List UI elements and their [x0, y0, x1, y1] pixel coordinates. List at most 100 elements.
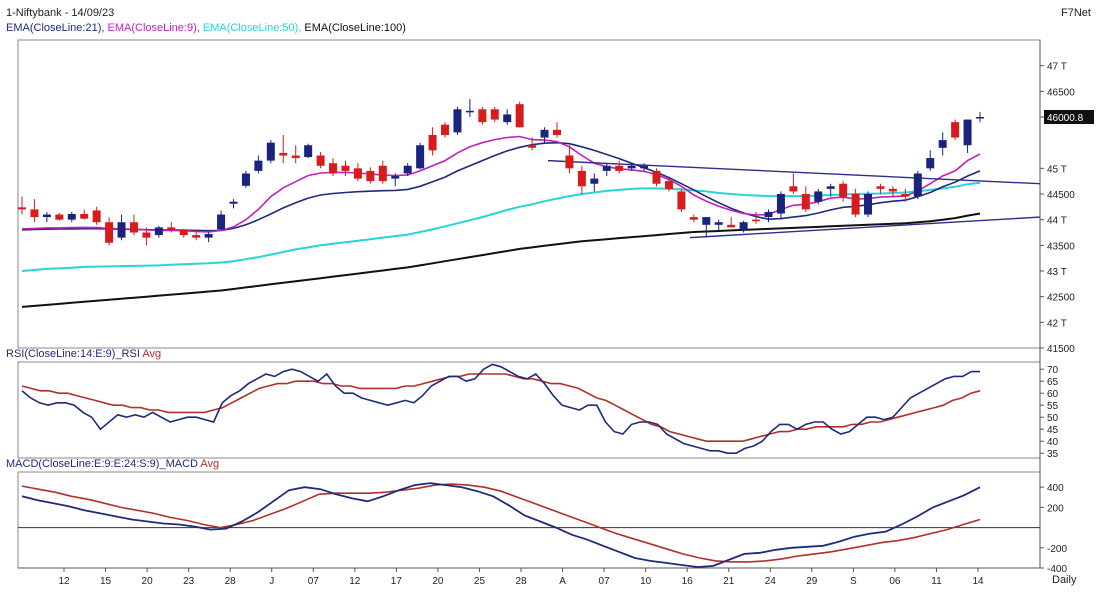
- candle-body: [80, 214, 89, 219]
- candle-body: [652, 170, 661, 184]
- legend-ema100: EMA(CloseLine:100): [304, 22, 406, 34]
- candle-body: [677, 191, 686, 210]
- candle-body: [304, 145, 313, 158]
- x-tick-label: 10: [640, 576, 652, 587]
- candle-body: [913, 173, 922, 197]
- candle-body: [888, 188, 897, 192]
- macd-avg-line: [21, 483, 981, 563]
- candle-body: [552, 129, 561, 135]
- candle-body: [67, 214, 76, 220]
- candle-body: [876, 186, 885, 189]
- candle-body: [92, 210, 101, 223]
- instrument-title: 1-Niftybank - 14/09/23: [6, 7, 115, 19]
- candle-body: [503, 114, 512, 123]
- candle-body: [154, 227, 163, 236]
- x-tick-label: 20: [432, 576, 444, 587]
- candle-body: [976, 117, 984, 119]
- candle-body: [353, 168, 362, 179]
- ema-legend: EMA(CloseLine:21), EMA(CloseLine:9), EMA…: [6, 22, 406, 34]
- candle-body: [18, 207, 26, 210]
- rsi-tick-label: 40: [1047, 437, 1059, 448]
- x-tick-label: 23: [183, 576, 195, 587]
- candle-body: [864, 194, 873, 215]
- ema9-line: [21, 135, 981, 233]
- x-tick-label: S: [850, 576, 857, 587]
- candle-body: [602, 165, 611, 171]
- candle-body: [590, 178, 599, 184]
- candle-body: [42, 214, 51, 218]
- candle-body: [266, 142, 275, 161]
- last-price-label: 46000.8: [1047, 113, 1084, 124]
- rsi-tick-label: 65: [1047, 377, 1059, 388]
- candle-body: [391, 176, 400, 179]
- candle-body: [117, 222, 126, 238]
- candle-body: [801, 194, 810, 210]
- candle-body: [416, 145, 425, 169]
- x-tick-label: 11: [931, 576, 942, 587]
- candle-body: [279, 152, 288, 156]
- x-tick-label: J: [269, 576, 274, 587]
- rsi-tick-label: 45: [1047, 425, 1059, 436]
- candle-body: [142, 232, 151, 238]
- rsi-legend: RSI(CloseLine:14:E:9)_RSI Avg: [6, 348, 161, 360]
- candle-body: [702, 217, 711, 225]
- rsi-tick-label: 55: [1047, 401, 1059, 412]
- candle-body: [403, 165, 412, 174]
- candle-body: [752, 219, 761, 222]
- candle-body: [615, 165, 624, 171]
- rsi-tick-label: 60: [1047, 389, 1059, 400]
- x-tick-label: 29: [806, 576, 818, 587]
- macd-line: [21, 482, 981, 568]
- candle-body: [664, 181, 673, 189]
- candle-body: [814, 191, 823, 202]
- candle-body: [129, 222, 138, 233]
- rsi-tick-label: 70: [1047, 365, 1059, 376]
- x-tick-label: 07: [308, 576, 320, 587]
- candle-body: [192, 235, 201, 238]
- candle-body: [341, 165, 350, 171]
- candle-body: [378, 165, 387, 182]
- rsi-tick-label: 35: [1047, 449, 1059, 460]
- candle-body: [478, 109, 487, 123]
- candle-body: [441, 124, 450, 135]
- x-tick-label: 28: [515, 576, 527, 587]
- candle-body: [465, 110, 474, 113]
- candle-body: [428, 134, 437, 151]
- x-tick-label: A: [559, 576, 566, 587]
- candle-body: [30, 209, 39, 218]
- candle-body: [316, 155, 325, 166]
- price-tick-label: 44 T: [1047, 216, 1067, 227]
- candle-body: [640, 165, 649, 169]
- macd-tick-label: -200: [1047, 544, 1067, 555]
- last-price-box: [1044, 110, 1094, 124]
- pane-frame-1: [17, 361, 1041, 459]
- macd-avg-label: Avg: [200, 458, 220, 470]
- candle-body: [105, 222, 114, 243]
- candle-body: [727, 224, 736, 228]
- price-tick-label: 47 T: [1047, 62, 1067, 73]
- candle-body: [217, 214, 226, 230]
- candle-body: [565, 155, 574, 169]
- candle-body: [826, 186, 835, 189]
- rsi-avg-line: [21, 373, 981, 443]
- candle-body: [366, 170, 375, 182]
- rsi-tick-label: 50: [1047, 413, 1059, 424]
- pane-frame-2: [17, 471, 1041, 569]
- candle-body: [963, 119, 972, 146]
- macd-legend: MACD(CloseLine:E:9:E:24:S:9)_MACD Avg: [6, 458, 219, 470]
- candle-body: [851, 194, 860, 215]
- x-tick-label: 14: [972, 576, 984, 587]
- legend-ema50: EMA(CloseLine:50),: [202, 22, 302, 34]
- price-tick-label: 43 T: [1047, 267, 1067, 278]
- rsi-avg-label: Avg: [142, 348, 162, 360]
- candle-body: [329, 163, 338, 174]
- candle-body: [229, 201, 238, 204]
- macd-tick-label: 200: [1047, 503, 1064, 514]
- price-tick-label: 42 T: [1047, 318, 1067, 329]
- macd-tick-label: -400: [1047, 564, 1067, 575]
- candle-body: [453, 109, 462, 133]
- macd-title: MACD(CloseLine:E:9:E:24:S:9)_MACD: [6, 458, 198, 470]
- brand-label: F7Net: [1061, 7, 1091, 19]
